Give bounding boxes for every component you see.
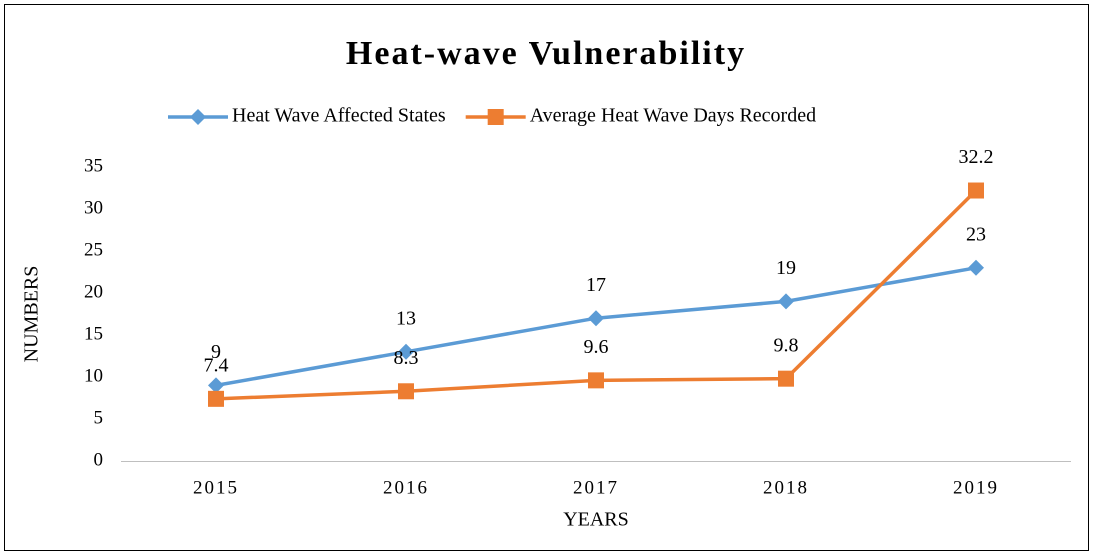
marker	[778, 370, 794, 387]
marker	[588, 372, 604, 389]
marker	[778, 293, 794, 310]
data-label: 7.4	[204, 354, 229, 376]
x-tick-label: 2017	[573, 477, 619, 498]
marker	[398, 383, 414, 400]
data-label: 19	[776, 257, 796, 279]
marker	[398, 343, 414, 360]
chart-border	[4, 4, 1089, 551]
data-label: 13	[396, 307, 416, 329]
y-tick-label: 0	[94, 449, 104, 470]
marker	[588, 310, 604, 327]
marker	[968, 182, 984, 199]
x-tick-label: 2015	[193, 477, 239, 498]
x-tick-label: 2018	[763, 477, 809, 498]
marker	[968, 259, 984, 276]
y-tick-label: 5	[94, 407, 104, 428]
y-tick-label: 35	[84, 155, 103, 176]
y-tick-label: 15	[84, 323, 103, 344]
data-label: 32.2	[959, 146, 994, 168]
data-label: 8.3	[394, 347, 419, 369]
y-tick-label: 25	[84, 239, 103, 260]
marker	[190, 109, 206, 125]
data-label: 9.8	[774, 334, 799, 356]
y-tick-label: 30	[84, 197, 103, 218]
data-label: 9.6	[584, 336, 609, 358]
y-tick-label: 10	[84, 365, 103, 386]
marker	[208, 390, 224, 407]
x-tick-label: 2019	[953, 477, 999, 498]
data-label: 9	[211, 341, 221, 363]
y-tick-label: 20	[84, 281, 103, 302]
x-tick-label: 2016	[383, 477, 429, 498]
data-label: 17	[586, 274, 606, 296]
marker	[208, 377, 224, 394]
marker	[487, 109, 504, 125]
y-axis-title: NUMBERS	[21, 266, 43, 363]
chart-title: Heat-wave Vulnerability	[346, 35, 746, 72]
legend-label: Average Heat Wave Days Recorded	[530, 105, 816, 127]
legend-label: Heat Wave Affected States	[232, 105, 446, 127]
data-label: 23	[966, 223, 986, 245]
x-axis-title: YEARS	[563, 509, 629, 531]
